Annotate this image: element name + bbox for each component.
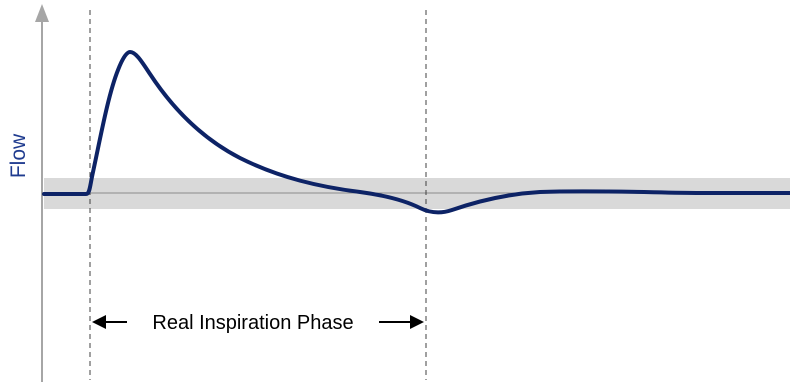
phase-span-arrow: [92, 315, 424, 329]
right-arrowhead-icon: [410, 315, 424, 329]
y-axis-label: Flow: [7, 133, 30, 178]
flow-curve: [42, 50, 790, 215]
y-axis-arrowhead-icon: [35, 4, 49, 22]
left-arrowhead-icon: [92, 315, 106, 329]
phase-label: Real Inspiration Phase: [152, 312, 353, 334]
